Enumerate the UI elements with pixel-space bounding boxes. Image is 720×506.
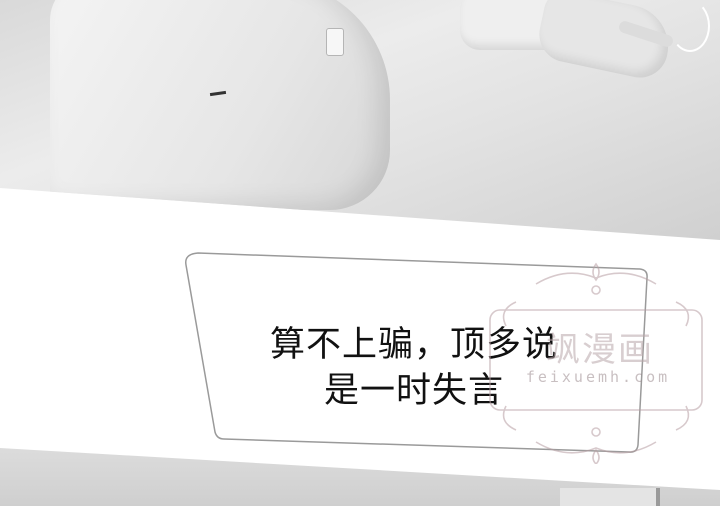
motion-swirl <box>670 0 710 52</box>
coat-button <box>326 28 344 56</box>
watermark-url: feixuemh.com <box>525 368 671 386</box>
bottom-panel-edge <box>560 488 660 506</box>
speech-text: 算不上骗，顶多说 是一时失言 <box>204 322 624 414</box>
top-panel-illustration <box>0 0 720 240</box>
speech-line-1: 算不上骗，顶多说 <box>269 325 558 365</box>
speech-line-2: 是一时失言 <box>323 371 504 411</box>
watermark-title: 飒漫画 <box>546 330 654 370</box>
watermark: 飒漫画 feixuemh.com <box>476 254 716 464</box>
watermark-frame-icon <box>489 262 703 464</box>
